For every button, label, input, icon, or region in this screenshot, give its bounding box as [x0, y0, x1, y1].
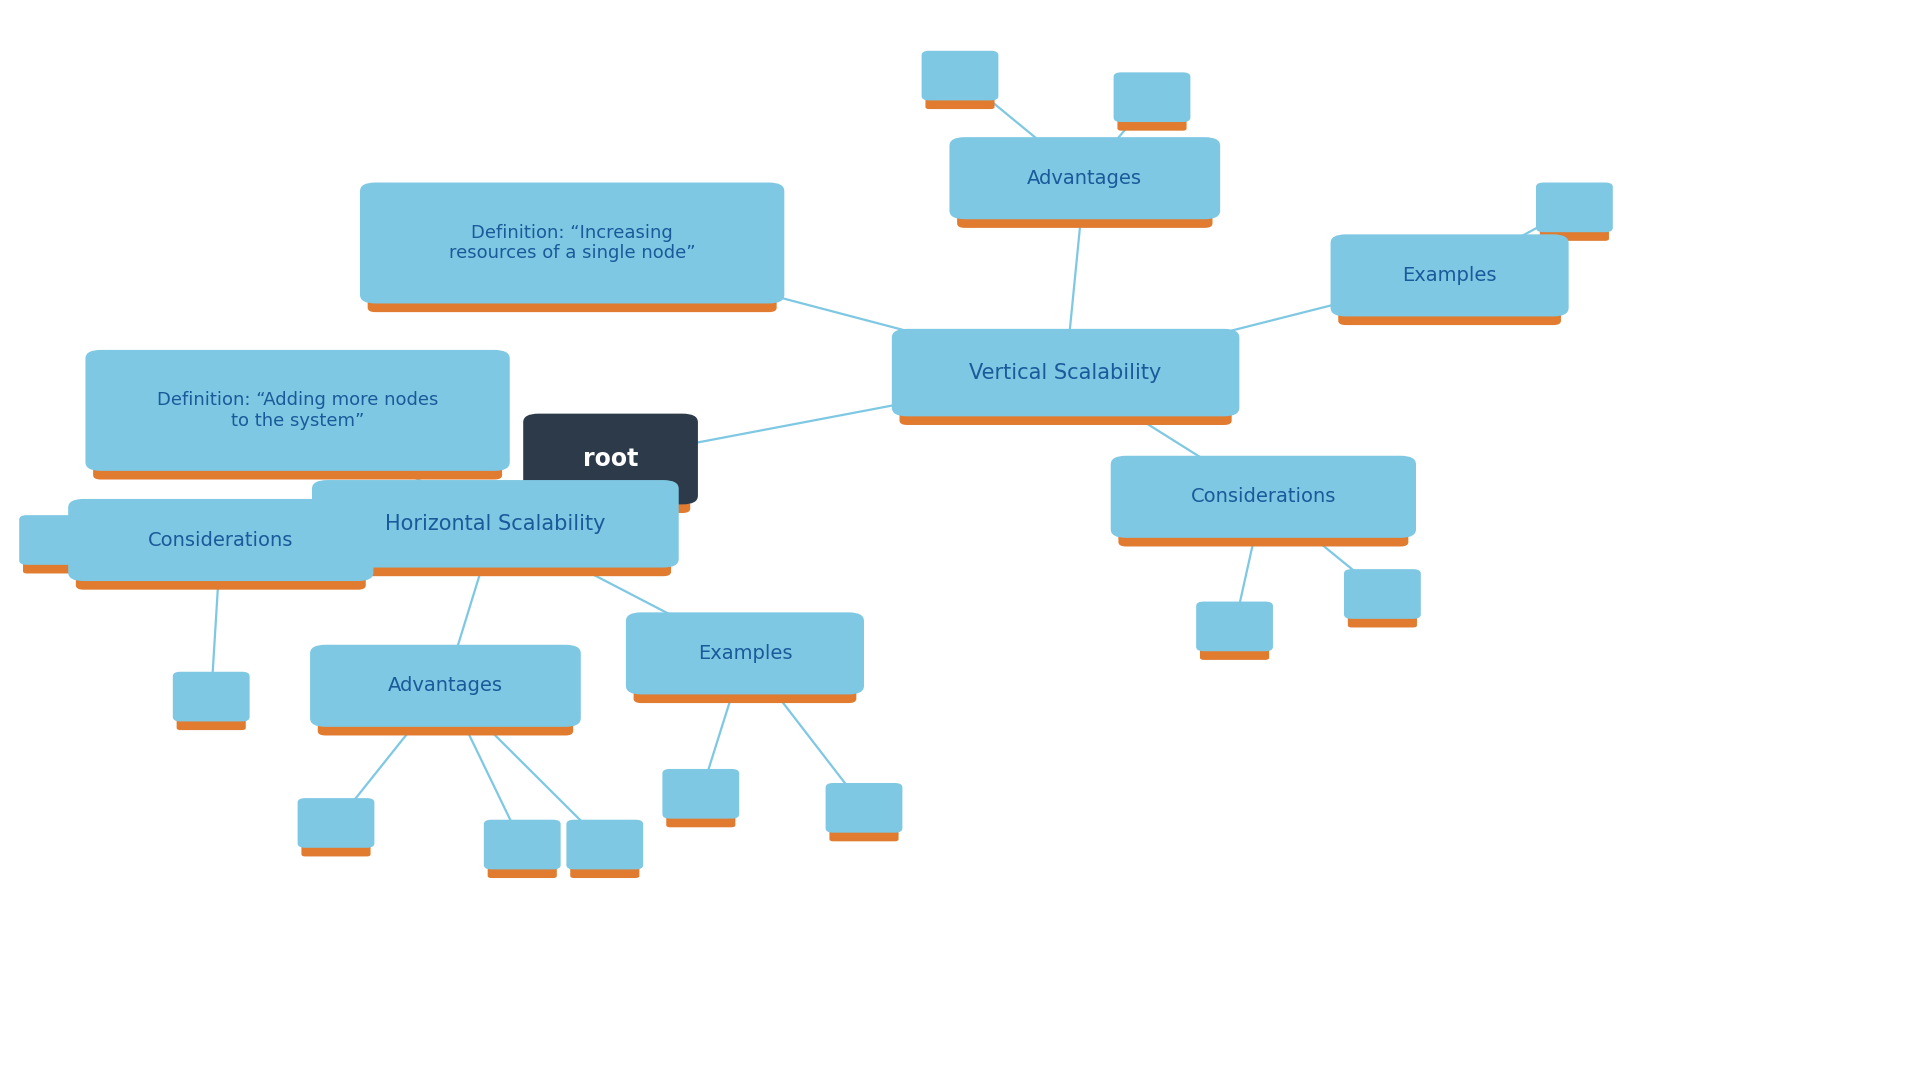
FancyBboxPatch shape — [1200, 633, 1269, 660]
FancyBboxPatch shape — [662, 769, 739, 819]
FancyBboxPatch shape — [1331, 234, 1569, 316]
FancyBboxPatch shape — [86, 350, 509, 471]
FancyBboxPatch shape — [92, 432, 503, 480]
FancyBboxPatch shape — [298, 798, 374, 848]
FancyBboxPatch shape — [826, 783, 902, 833]
FancyBboxPatch shape — [484, 820, 561, 869]
FancyBboxPatch shape — [319, 537, 672, 576]
Text: Vertical Scalability: Vertical Scalability — [970, 363, 1162, 382]
FancyBboxPatch shape — [956, 190, 1213, 228]
FancyBboxPatch shape — [1338, 287, 1561, 325]
FancyBboxPatch shape — [301, 829, 371, 856]
FancyBboxPatch shape — [488, 851, 557, 878]
FancyBboxPatch shape — [1114, 72, 1190, 122]
FancyBboxPatch shape — [948, 137, 1221, 219]
FancyBboxPatch shape — [1348, 600, 1417, 627]
Text: Examples: Examples — [697, 644, 793, 663]
FancyBboxPatch shape — [1117, 509, 1409, 546]
FancyBboxPatch shape — [899, 386, 1233, 424]
FancyBboxPatch shape — [77, 552, 365, 590]
FancyBboxPatch shape — [19, 515, 96, 565]
Text: Definition: “Adding more nodes
to the system”: Definition: “Adding more nodes to the sy… — [157, 391, 438, 430]
FancyBboxPatch shape — [1536, 183, 1613, 232]
Text: Examples: Examples — [1402, 266, 1498, 285]
Text: Considerations: Considerations — [1190, 487, 1336, 507]
FancyBboxPatch shape — [309, 645, 580, 727]
FancyBboxPatch shape — [311, 480, 680, 568]
FancyBboxPatch shape — [317, 698, 572, 735]
Text: Advantages: Advantages — [388, 676, 503, 696]
FancyBboxPatch shape — [177, 703, 246, 730]
FancyBboxPatch shape — [23, 546, 92, 573]
FancyBboxPatch shape — [829, 814, 899, 841]
FancyBboxPatch shape — [1110, 456, 1417, 538]
FancyBboxPatch shape — [69, 499, 372, 581]
FancyBboxPatch shape — [361, 183, 783, 303]
FancyBboxPatch shape — [891, 328, 1240, 416]
FancyBboxPatch shape — [173, 672, 250, 721]
Text: Definition: “Increasing
resources of a single node”: Definition: “Increasing resources of a s… — [449, 224, 695, 262]
FancyBboxPatch shape — [1540, 214, 1609, 241]
FancyBboxPatch shape — [922, 51, 998, 100]
Text: Considerations: Considerations — [148, 530, 294, 550]
FancyBboxPatch shape — [369, 265, 776, 312]
Text: Horizontal Scalability: Horizontal Scalability — [386, 514, 605, 534]
FancyBboxPatch shape — [566, 820, 643, 869]
Text: Advantages: Advantages — [1027, 168, 1142, 188]
FancyBboxPatch shape — [666, 800, 735, 827]
FancyBboxPatch shape — [530, 473, 691, 513]
FancyBboxPatch shape — [570, 851, 639, 878]
FancyBboxPatch shape — [1344, 569, 1421, 619]
FancyBboxPatch shape — [1117, 104, 1187, 131]
FancyBboxPatch shape — [1196, 602, 1273, 651]
FancyBboxPatch shape — [522, 414, 699, 504]
FancyBboxPatch shape — [626, 612, 864, 694]
FancyBboxPatch shape — [925, 82, 995, 109]
Text: root: root — [584, 447, 637, 471]
FancyBboxPatch shape — [634, 665, 856, 703]
